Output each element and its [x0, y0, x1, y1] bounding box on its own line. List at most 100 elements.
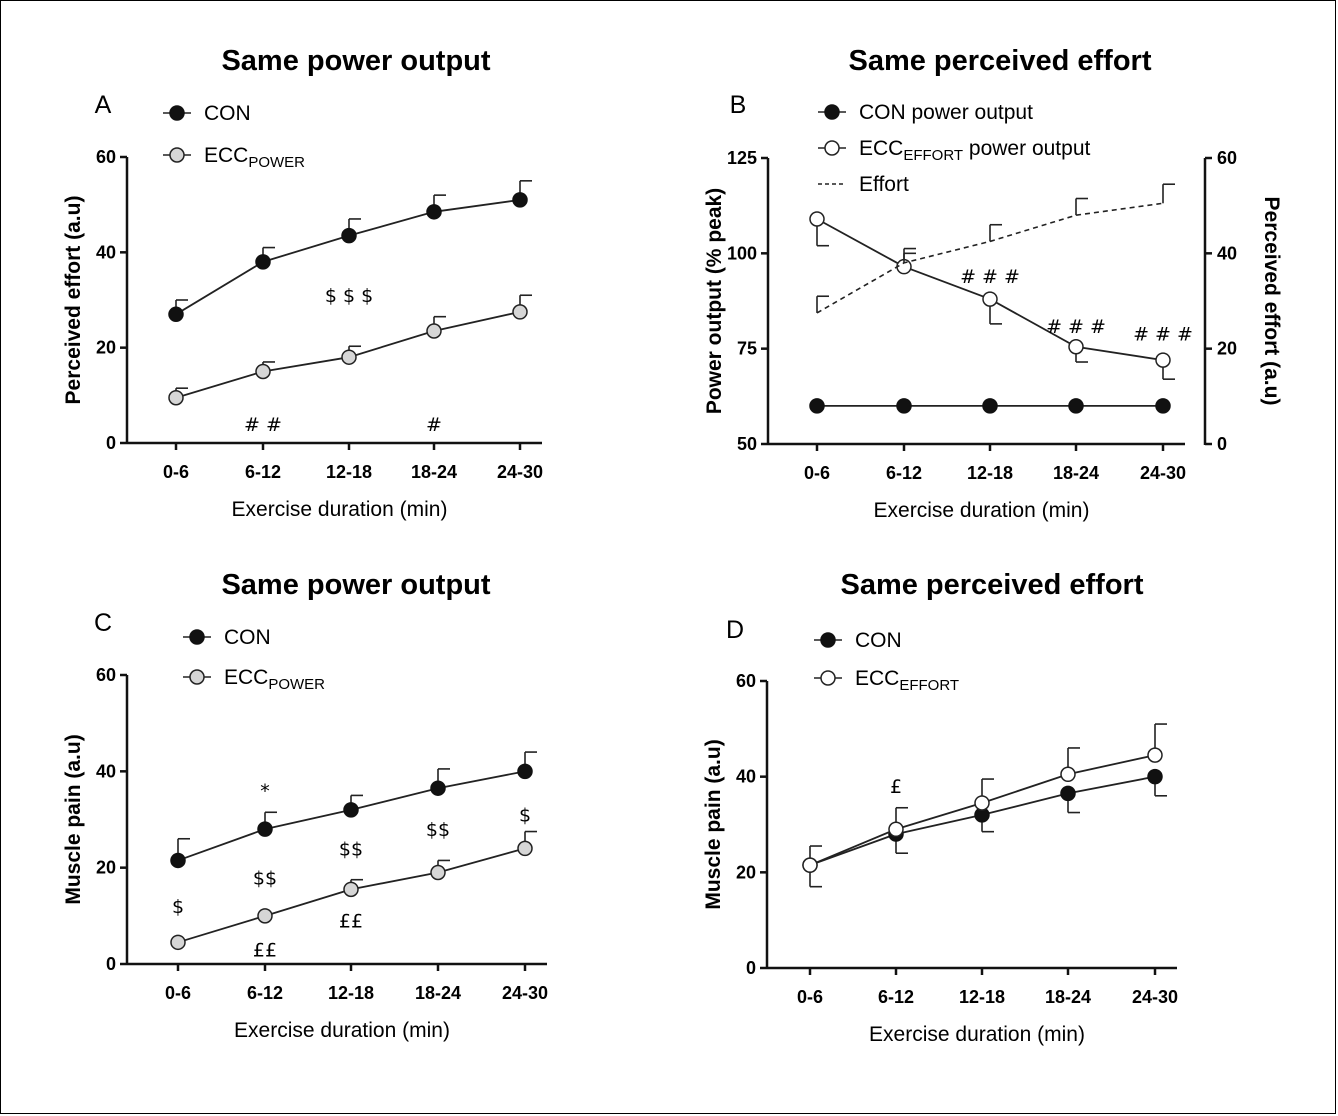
legend-label-main: CON	[855, 629, 902, 652]
data-point	[1155, 398, 1171, 414]
panel-d: Same perceived effort D 0 20 40 60 0-6 6-12 12-1…	[702, 569, 1178, 1046]
x-axis-title: Exercise duration (min)	[869, 1023, 1085, 1046]
y-tick-label: 125	[727, 148, 757, 168]
significance-annotation: *	[260, 781, 270, 803]
x-tick-label: 0-6	[797, 987, 823, 1007]
panel-title: Same power output	[221, 569, 490, 601]
x-tick-label: 18-24	[1053, 463, 1099, 483]
legend-label-subscript: EFFORT	[899, 677, 959, 694]
x-tick-label: 0-6	[804, 463, 830, 483]
data-point	[341, 349, 357, 365]
y-tick-label: 60	[96, 147, 116, 167]
data-point	[168, 306, 184, 323]
y-right-tick-label: 20	[1217, 339, 1237, 359]
data-point	[809, 211, 825, 227]
data-point	[517, 763, 533, 780]
x-tick-label: 18-24	[415, 983, 461, 1003]
data-point	[1147, 768, 1163, 785]
legend-swatch-marker	[169, 105, 185, 121]
y-axis-title: Perceived effort (a.u)	[62, 196, 85, 405]
x-axis-title: Exercise duration (min)	[232, 498, 448, 521]
data-point	[802, 857, 818, 873]
significance-annotation: #	[426, 414, 442, 436]
data-point	[982, 291, 998, 307]
data-point	[974, 795, 990, 811]
data-point	[888, 821, 904, 838]
significance-annotation: ££	[339, 911, 363, 933]
significance-annotation: $	[519, 805, 531, 827]
data-point	[430, 864, 446, 881]
legend-label-main: ECC	[859, 137, 903, 160]
data-point	[982, 398, 998, 414]
x-tick-label: 12-18	[326, 462, 372, 482]
y-tick-label: 50	[737, 434, 757, 454]
legend-label-main: Effort	[859, 173, 909, 196]
x-tick-label: 6-12	[245, 462, 281, 482]
x-tick-label: 12-18	[959, 987, 1005, 1007]
data-point	[257, 821, 273, 837]
x-tick-label: 18-24	[411, 462, 457, 482]
data-point	[170, 934, 186, 951]
x-tick-label: 18-24	[1045, 987, 1091, 1007]
data-point	[426, 323, 442, 339]
panel-b: Same perceived effort B 50 75 100 125 0-6 6-12 1…	[703, 45, 1283, 522]
y-right-tick-label: 0	[1217, 434, 1227, 454]
legend-label-main: CON power output	[859, 101, 1033, 124]
y-right-tick-label: 40	[1217, 243, 1237, 263]
data-point	[517, 840, 533, 857]
series-0	[168, 180, 532, 323]
data-point	[343, 881, 359, 898]
x-tick-label: 6-12	[247, 983, 283, 1003]
panel-a: Same power output A 0 20 40 60 0-6 6-12 12-18 18-…	[62, 45, 543, 521]
significance-annotation: # # #	[1133, 323, 1193, 345]
y-tick-label: 0	[106, 433, 116, 453]
legend-label: CON	[224, 626, 271, 649]
data-point	[1155, 352, 1171, 368]
significance-annotation: $$	[339, 838, 363, 860]
significance-annotation: # # #	[960, 266, 1020, 288]
y-right-tick-label: 60	[1217, 148, 1237, 168]
legend-swatch-marker	[169, 147, 185, 163]
panel-letter: C	[94, 609, 112, 637]
x-tick-label: 0-6	[165, 983, 191, 1003]
series-1	[168, 294, 532, 406]
legend-label-main: ECC	[855, 667, 899, 690]
y-tick-label: 0	[106, 954, 116, 974]
data-point	[426, 204, 442, 220]
y-axis-title: Muscle pain (a.u)	[702, 739, 725, 909]
legend-label-main: CON	[204, 102, 251, 125]
panel-letter: D	[726, 616, 744, 644]
y-tick-label: 60	[736, 671, 756, 691]
legend-label-subscript: POWER	[268, 676, 325, 693]
series-1	[802, 723, 1167, 873]
legend-label: ECCPOWER	[204, 144, 305, 171]
legend-label-main: ECC	[224, 666, 268, 689]
data-point	[1068, 339, 1084, 355]
legend-swatch-marker	[824, 104, 840, 120]
x-tick-label: 24-30	[1132, 987, 1178, 1007]
legend-label: ECCEFFORT power output	[859, 137, 1090, 164]
y-axis-title: Muscle pain (a.u)	[62, 734, 85, 904]
panel-letter: A	[95, 91, 112, 119]
legend-label-subscript: EFFORT	[903, 147, 963, 164]
x-tick-label: 12-18	[328, 983, 374, 1003]
significance-annotation: $$	[426, 819, 450, 841]
y-tick-label: 40	[96, 761, 116, 781]
panel-letter: B	[730, 91, 747, 119]
series-0	[809, 398, 1171, 414]
x-axis-title: Exercise duration (min)	[234, 1019, 450, 1042]
significance-annotation: # # #	[1046, 316, 1106, 338]
significance-annotation: $$	[253, 867, 277, 889]
legend-swatch-marker	[820, 670, 836, 686]
data-point	[341, 227, 357, 244]
y-tick-label: 40	[736, 767, 756, 787]
legend-label-main: ECC	[204, 144, 248, 167]
legend-label: ECCEFFORT	[855, 667, 959, 694]
data-point	[430, 780, 446, 796]
legend-label: CON	[855, 629, 902, 652]
x-tick-label: 24-30	[1140, 463, 1186, 483]
y-tick-label: 100	[727, 243, 757, 263]
x-tick-label: 24-30	[502, 983, 548, 1003]
